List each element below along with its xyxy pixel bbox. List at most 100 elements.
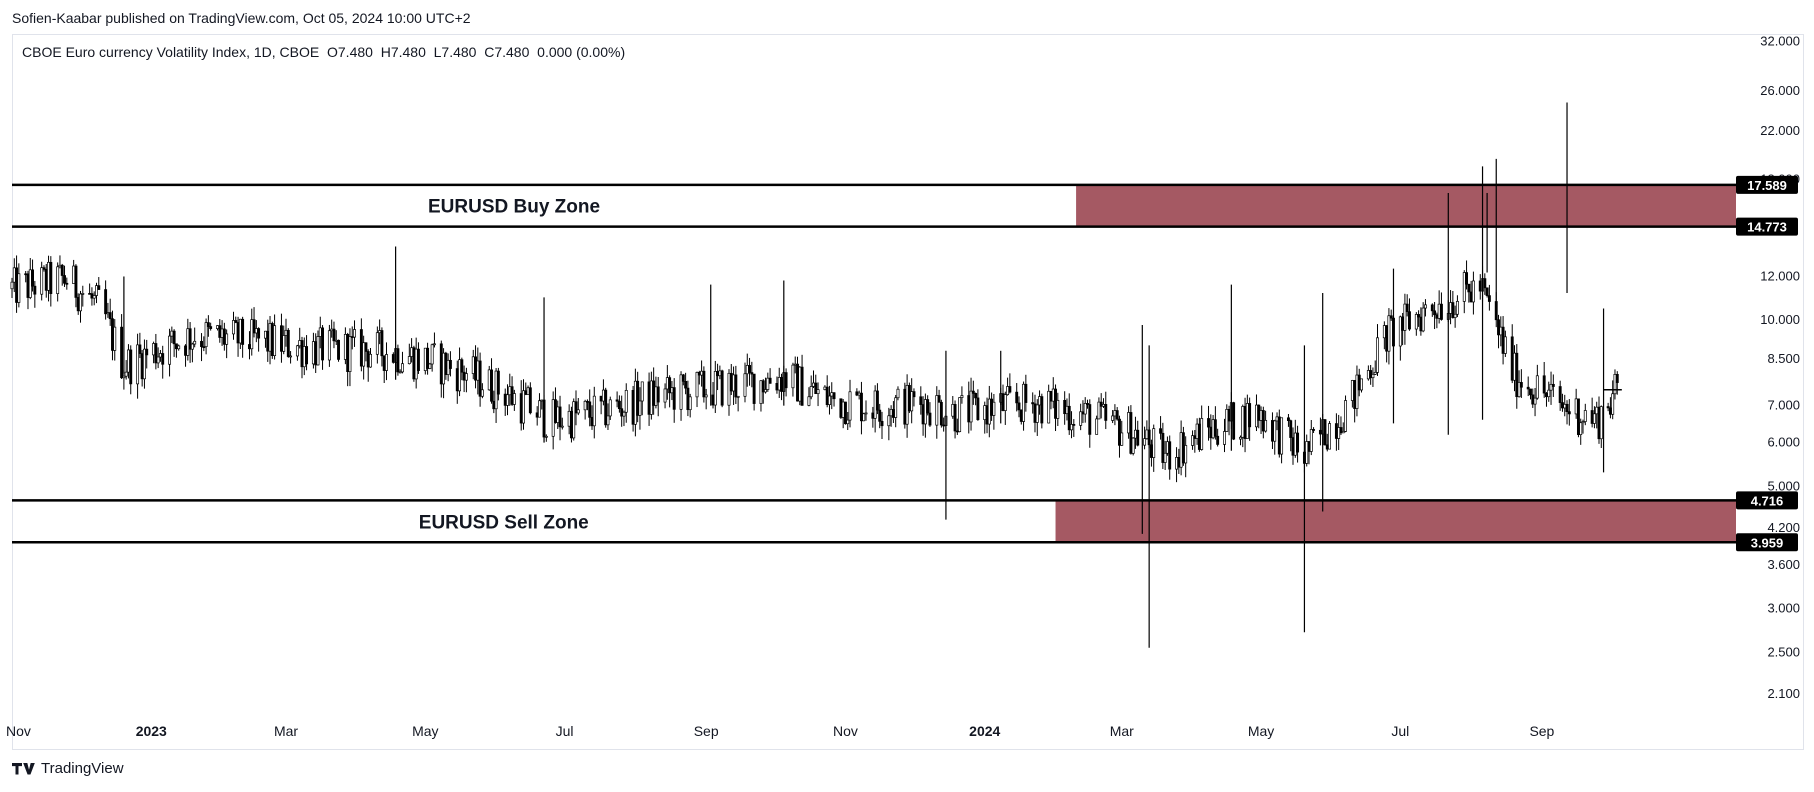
candle-body xyxy=(426,347,430,369)
candle-body xyxy=(478,360,482,397)
candle-body xyxy=(1143,438,1147,446)
candle-body xyxy=(471,356,475,374)
candle-body xyxy=(362,342,366,367)
candle-body xyxy=(142,348,146,380)
candle-body xyxy=(620,408,624,417)
candle-body xyxy=(314,341,318,366)
candle-body xyxy=(1531,394,1535,405)
candle-body xyxy=(145,348,149,356)
candle-body xyxy=(1424,304,1427,309)
candle-body xyxy=(780,377,783,392)
candle-body xyxy=(1191,435,1194,446)
x-tick-label: 2023 xyxy=(136,723,167,739)
x-tick-label: Mar xyxy=(1110,723,1134,739)
candle-body xyxy=(97,285,101,290)
candle-body xyxy=(903,388,907,425)
brand-name[interactable]: TradingView xyxy=(41,760,124,777)
candle-body xyxy=(809,386,813,398)
candle-body xyxy=(987,398,991,425)
candle-body xyxy=(588,401,592,418)
candle-body xyxy=(1376,337,1379,373)
candle-body xyxy=(926,399,930,414)
candle-body xyxy=(905,385,909,425)
candle-body xyxy=(334,339,338,342)
candle-body xyxy=(1120,432,1124,446)
candle-body xyxy=(891,409,895,418)
candle-body xyxy=(844,401,847,425)
candle-body xyxy=(241,318,245,345)
candle-body xyxy=(1590,410,1594,424)
candle-body xyxy=(1136,429,1140,446)
candle-body xyxy=(366,351,370,368)
y-tick-label: 22.000 xyxy=(1760,123,1800,138)
candle-body xyxy=(1453,313,1457,318)
candle-body xyxy=(1079,411,1083,426)
candle-body xyxy=(492,400,496,410)
candle-body xyxy=(327,330,331,361)
candle-body xyxy=(1471,280,1475,303)
candle-body xyxy=(935,395,939,426)
candle-body xyxy=(401,363,404,373)
candle-body xyxy=(1181,432,1185,464)
candle-body xyxy=(423,347,427,371)
zones-layer xyxy=(1055,184,1736,543)
candle-body xyxy=(286,329,290,357)
candle-body xyxy=(830,392,834,397)
candle-body xyxy=(647,381,651,415)
candle-body xyxy=(448,359,452,369)
candle-body xyxy=(1510,336,1514,381)
candle-body xyxy=(1583,410,1587,422)
y-tick-label: 7.000 xyxy=(1767,398,1800,413)
candle-body xyxy=(1567,411,1571,415)
candle-body xyxy=(464,373,468,381)
candle-body xyxy=(1271,420,1274,442)
y-tick-label: 6.000 xyxy=(1767,435,1800,450)
candle-body xyxy=(248,344,251,350)
candle-body xyxy=(604,389,608,426)
candle-body xyxy=(1291,437,1295,456)
candle-body xyxy=(1529,388,1532,396)
candle-body xyxy=(679,374,683,410)
candle-body xyxy=(302,346,306,368)
candle-body xyxy=(528,387,532,414)
candle-body xyxy=(985,405,989,425)
tradingview-logo-icon[interactable] xyxy=(12,762,35,775)
candle-body xyxy=(1054,388,1057,419)
candle-body xyxy=(1056,399,1060,419)
candle-body xyxy=(120,326,124,379)
candle-body xyxy=(1022,383,1026,422)
candle-body xyxy=(1563,403,1567,409)
zone-fill-0 xyxy=(1076,184,1736,227)
candle-body xyxy=(960,395,964,398)
candle-body xyxy=(921,404,925,425)
x-tick-label: May xyxy=(1248,723,1274,739)
candle-body xyxy=(967,395,971,423)
candle-body xyxy=(1549,383,1553,391)
candle-body xyxy=(1485,287,1489,296)
candle-body xyxy=(1405,303,1409,313)
candle-body xyxy=(1439,303,1443,320)
candle-body xyxy=(713,371,717,406)
candle-body xyxy=(1063,399,1067,415)
candle-body xyxy=(1245,403,1249,439)
candle-body xyxy=(33,285,37,295)
candle-body xyxy=(1307,441,1311,452)
candle-body xyxy=(732,374,736,392)
candle-body xyxy=(1086,403,1089,405)
candle-body xyxy=(1067,405,1071,431)
candle-body xyxy=(1261,410,1265,432)
candle-body xyxy=(1051,388,1055,402)
zone-fill-1 xyxy=(1055,500,1736,543)
candle-body xyxy=(711,394,715,406)
candle-body xyxy=(1318,429,1322,435)
candle-body xyxy=(750,372,754,375)
candle-body xyxy=(1533,397,1537,405)
candle-body xyxy=(912,391,916,398)
candle-body xyxy=(385,354,388,371)
candle-body xyxy=(1357,374,1361,391)
candle-body xyxy=(1369,370,1373,379)
zone-price-label: 4.716 xyxy=(1751,493,1784,508)
candle-body xyxy=(761,380,765,393)
candle-body xyxy=(1469,291,1473,303)
